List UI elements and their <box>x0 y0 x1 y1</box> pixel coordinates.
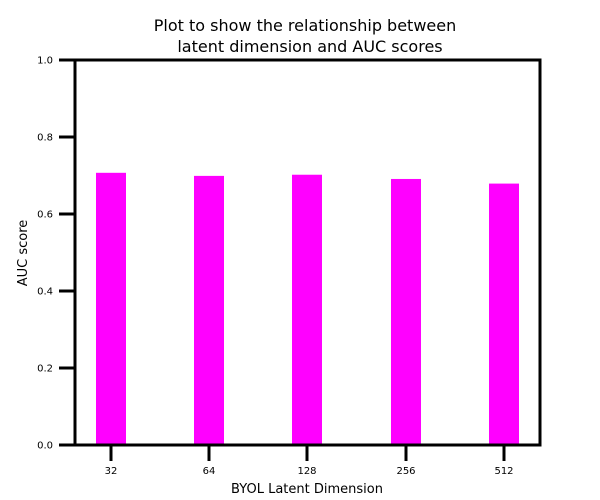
x-axis-ticks: 32 64 128 256 512 <box>105 445 514 477</box>
y-tick-label-0.2: 0.2 <box>37 364 53 375</box>
x-tick-label-256: 256 <box>396 466 415 477</box>
chart-title-line-1: Plot to show the relationship between <box>154 16 457 35</box>
plot-frame <box>73 58 542 447</box>
x-tick-label-512: 512 <box>494 466 513 477</box>
bar-64 <box>194 175 224 445</box>
y-axis-label: AUC score <box>16 220 31 287</box>
bar-256 <box>391 178 421 445</box>
y-axis-ticks: 0.0 0.2 0.4 0.6 0.8 1.0 <box>37 56 75 452</box>
y-tick-label-0.6: 0.6 <box>37 210 53 221</box>
chart-title-line-2: latent dimension and AUC scores <box>177 37 442 56</box>
x-axis-label: BYOL Latent Dimension <box>231 482 383 497</box>
y-tick-label-1.0: 1.0 <box>37 56 53 67</box>
x-tick-label-32: 32 <box>105 466 118 477</box>
bar-128 <box>292 174 322 446</box>
y-tick-label-0.8: 0.8 <box>37 133 53 144</box>
y-tick-label-0.4: 0.4 <box>37 287 53 298</box>
x-tick-label-128: 128 <box>297 466 316 477</box>
y-tick-label-0.0: 0.0 <box>37 441 53 452</box>
bars-group <box>96 172 519 446</box>
x-tick-label-64: 64 <box>203 466 216 477</box>
bar-32 <box>96 172 126 445</box>
bar-512 <box>489 183 519 445</box>
